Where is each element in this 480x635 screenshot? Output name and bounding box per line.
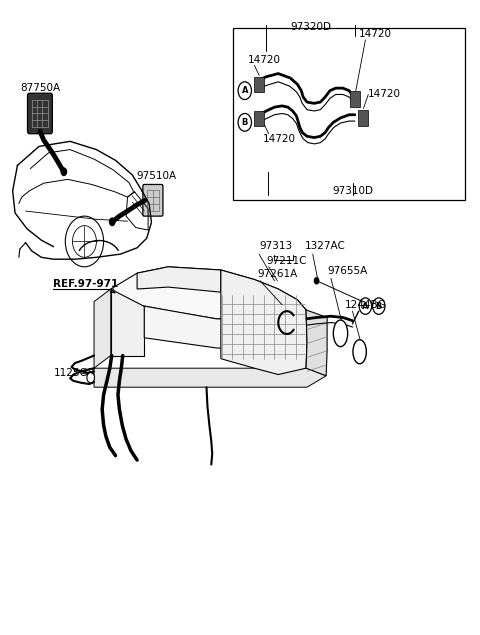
Polygon shape (111, 289, 144, 356)
Polygon shape (111, 267, 306, 321)
Polygon shape (306, 310, 327, 376)
Text: 97655A: 97655A (327, 266, 367, 276)
Polygon shape (137, 267, 221, 292)
Text: 97211C: 97211C (266, 255, 307, 265)
FancyBboxPatch shape (143, 184, 163, 216)
Polygon shape (94, 289, 111, 368)
Text: 97510A: 97510A (136, 171, 176, 181)
Circle shape (60, 168, 67, 176)
Text: 14720: 14720 (368, 90, 401, 100)
FancyBboxPatch shape (350, 91, 360, 107)
FancyBboxPatch shape (254, 111, 264, 126)
Text: B: B (376, 302, 382, 311)
Circle shape (109, 217, 116, 226)
Text: 14720: 14720 (263, 134, 296, 144)
Polygon shape (144, 306, 307, 351)
Text: A: A (241, 86, 248, 95)
FancyBboxPatch shape (27, 93, 52, 134)
Text: 14720: 14720 (359, 29, 392, 39)
Text: 87750A: 87750A (20, 83, 60, 93)
Ellipse shape (333, 320, 348, 347)
Text: 97310D: 97310D (332, 187, 373, 196)
Bar (233, 28, 465, 200)
Text: B: B (241, 118, 248, 127)
Polygon shape (94, 368, 326, 387)
Circle shape (87, 373, 95, 383)
Text: 97261A: 97261A (258, 269, 298, 279)
Text: REF.97-971: REF.97-971 (53, 279, 119, 289)
Text: 1244BG: 1244BG (344, 300, 386, 310)
Polygon shape (221, 270, 307, 375)
Text: 97320D: 97320D (290, 22, 331, 32)
Text: 1125GB: 1125GB (53, 368, 95, 378)
Text: 14720: 14720 (248, 55, 281, 65)
Text: 1327AC: 1327AC (305, 241, 346, 251)
Circle shape (314, 277, 320, 284)
Text: A: A (362, 302, 369, 311)
Text: 97313: 97313 (259, 241, 292, 251)
FancyBboxPatch shape (358, 110, 368, 126)
FancyBboxPatch shape (254, 77, 264, 92)
Ellipse shape (353, 340, 366, 364)
